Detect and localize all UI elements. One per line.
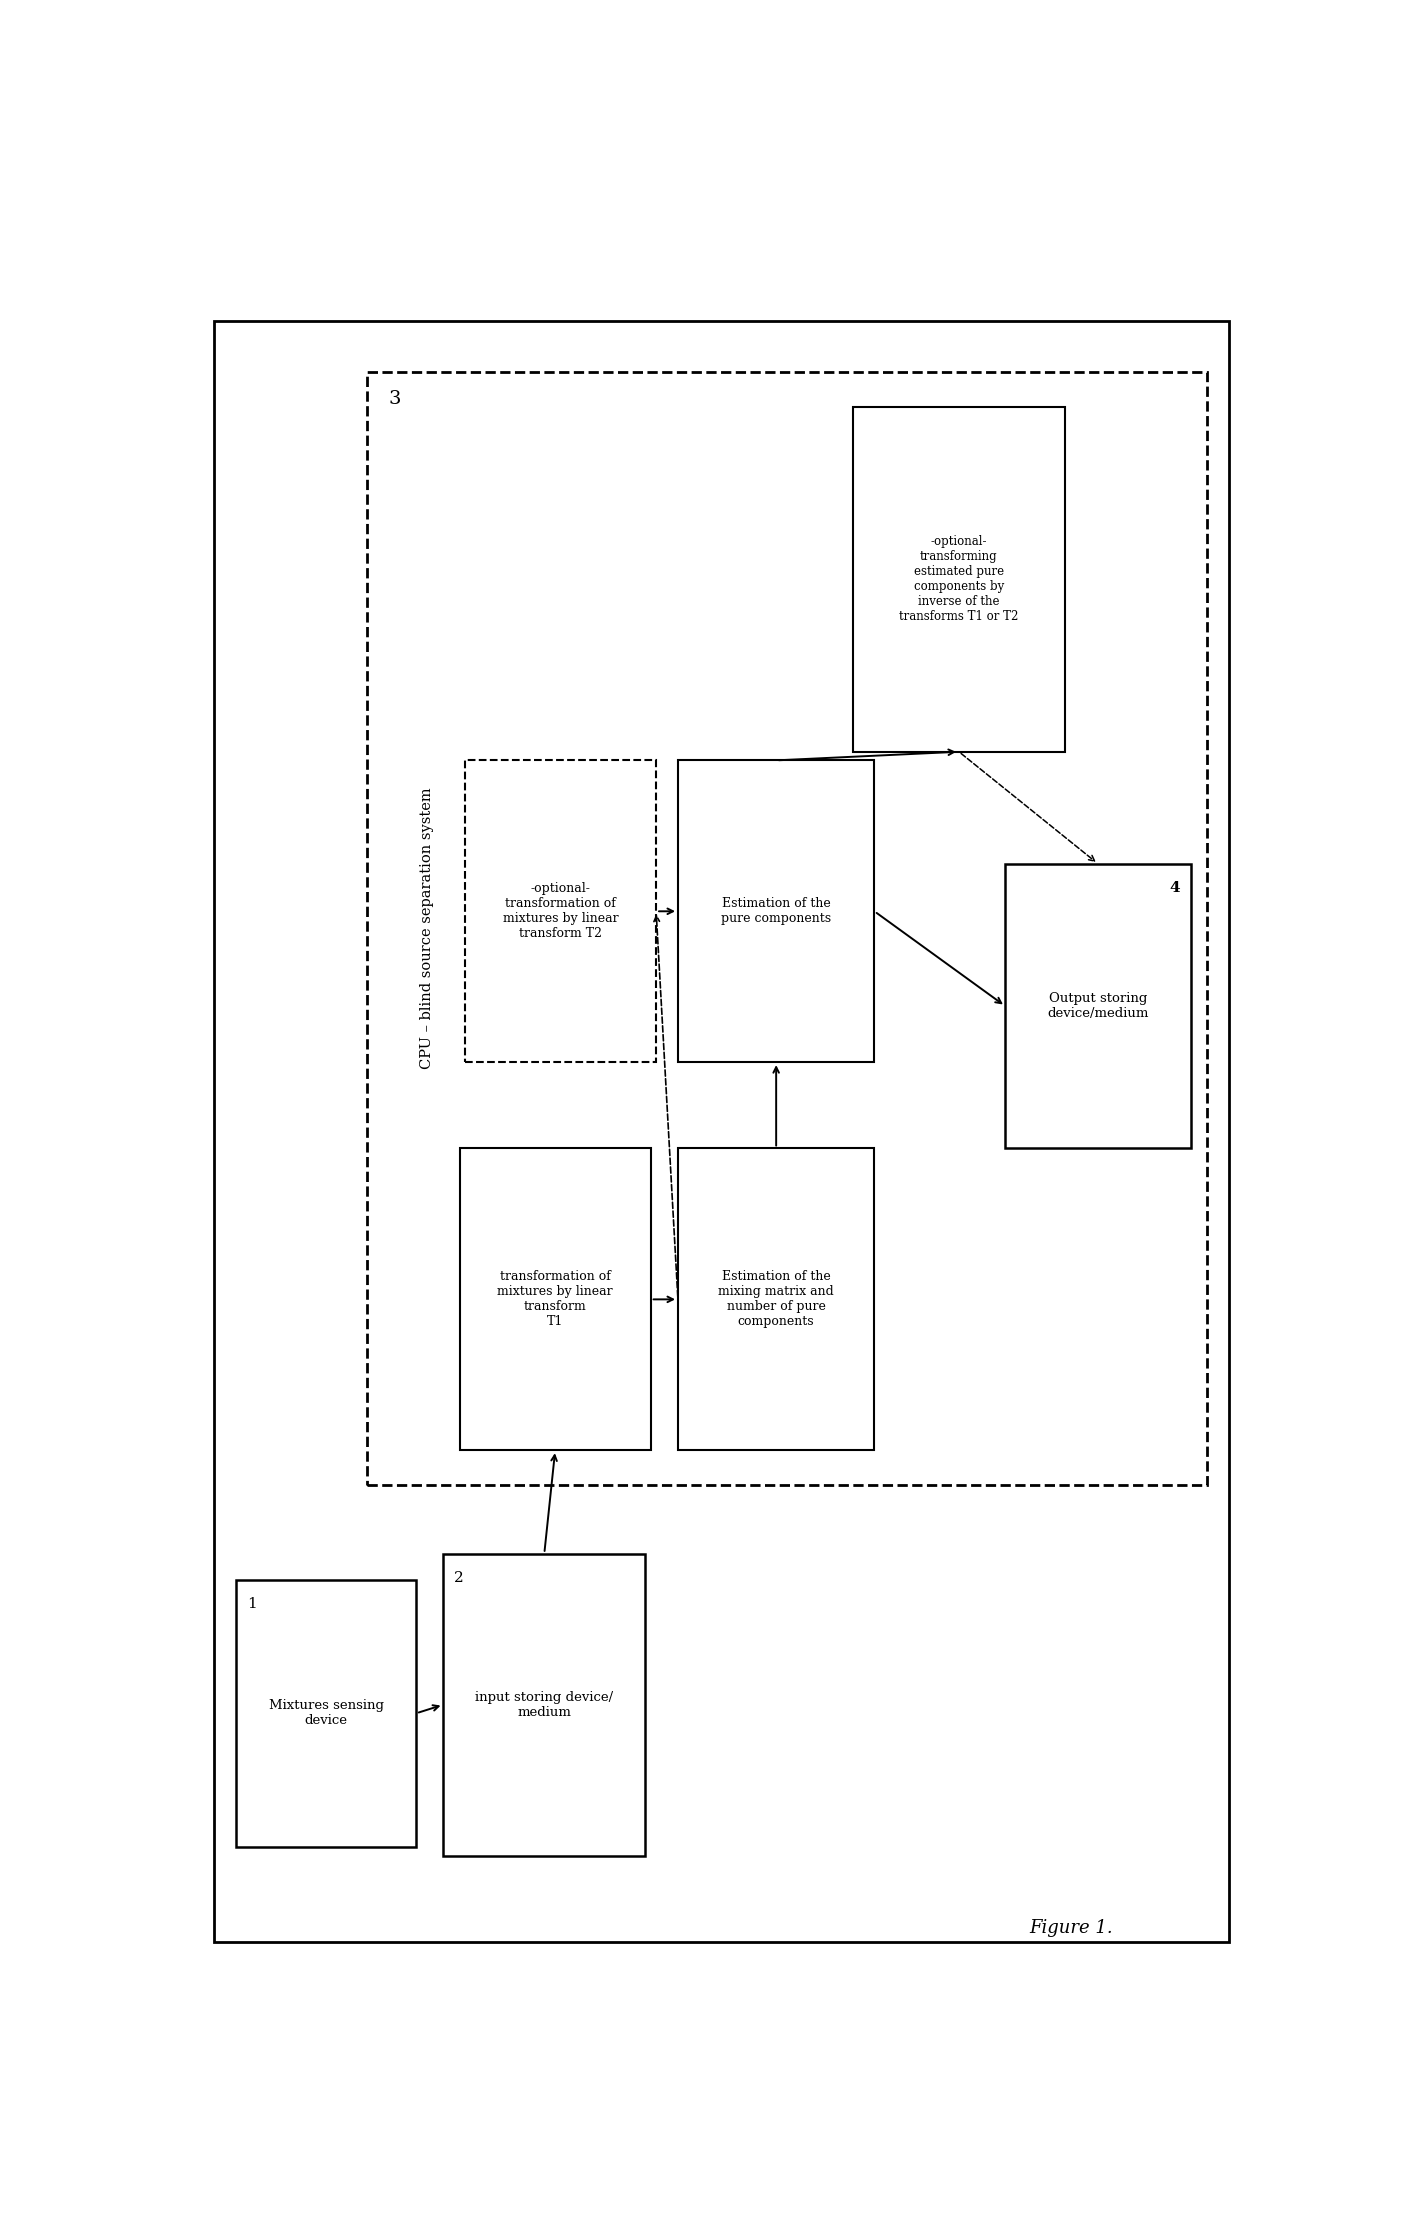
Text: -optional-
transforming
estimated pure
components by
inverse of the
transforms T: -optional- transforming estimated pure c… <box>900 535 1018 623</box>
Text: Estimation of the
pure components: Estimation of the pure components <box>721 898 831 925</box>
Text: 2: 2 <box>455 1570 465 1586</box>
Bar <box>679 759 874 1062</box>
Bar <box>679 1149 874 1449</box>
Text: input storing device/
medium: input storing device/ medium <box>476 1691 614 1718</box>
Text: 3: 3 <box>389 390 401 408</box>
Text: 4: 4 <box>1169 880 1180 896</box>
Text: transformation of
mixtures by linear
transform
T1: transformation of mixtures by linear tra… <box>497 1270 612 1328</box>
Text: Output storing
device/medium: Output storing device/medium <box>1048 992 1149 1019</box>
Bar <box>465 759 656 1062</box>
Bar <box>460 1149 650 1449</box>
Text: 1: 1 <box>246 1597 256 1611</box>
Text: Figure 1.: Figure 1. <box>1029 1920 1112 1938</box>
Text: CPU – blind source separation system: CPU – blind source separation system <box>420 788 434 1068</box>
Bar <box>444 1555 645 1855</box>
Bar <box>1005 865 1191 1149</box>
Text: Estimation of the
mixing matrix and
number of pure
components: Estimation of the mixing matrix and numb… <box>718 1270 834 1328</box>
Bar <box>237 1579 417 1848</box>
Bar <box>853 408 1066 753</box>
Bar <box>367 372 1207 1485</box>
Text: Mixtures sensing
device: Mixtures sensing device <box>269 1700 383 1727</box>
Text: -optional-
transformation of
mixtures by linear
transform T2: -optional- transformation of mixtures by… <box>503 883 618 941</box>
